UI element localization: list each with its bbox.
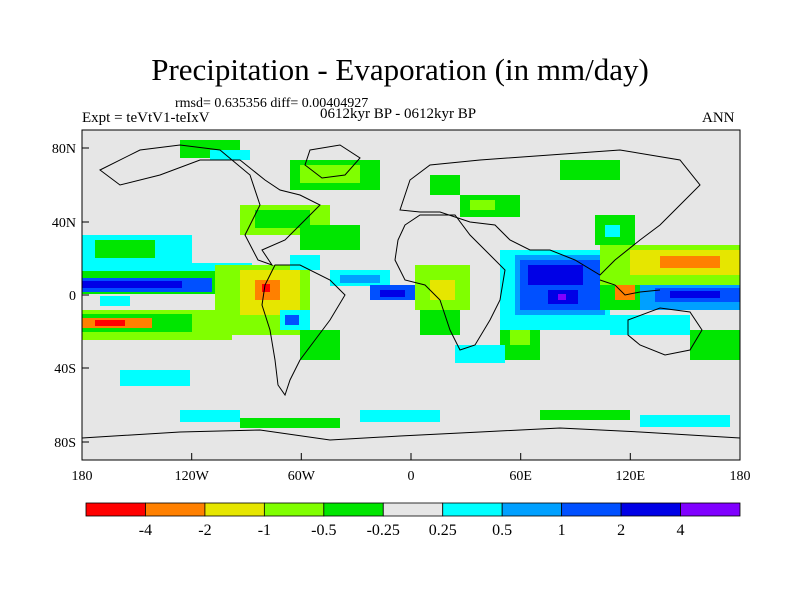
field-patch <box>540 410 630 420</box>
field-patch <box>640 415 730 427</box>
coast-greenland <box>304 144 361 179</box>
field-patch <box>610 315 690 335</box>
coast-maritime-continent <box>599 279 661 296</box>
field-patch <box>510 330 530 345</box>
colorbar-swatch <box>501 502 563 517</box>
period-label: 0612kyr BP - 0612kyr BP <box>320 106 477 122</box>
lon-label: 60W <box>288 469 316 484</box>
lat-label: 40N <box>52 216 76 231</box>
coast-north-america <box>99 144 321 266</box>
colorbar-label: 1 <box>558 522 566 539</box>
colorbar-label: -1 <box>258 522 271 539</box>
coast-australia <box>627 307 703 356</box>
colorbar-swatch <box>561 502 622 517</box>
field-patch <box>300 330 340 360</box>
colorbar-label: -0.25 <box>367 522 400 539</box>
colorbar: -4 -2 -1 -0.5 -0.25 0.25 0.5 1 2 4 <box>85 502 741 539</box>
field-patch <box>100 296 130 306</box>
field-patch <box>558 294 566 300</box>
lat-label: 0 <box>69 289 76 304</box>
field-patch <box>660 256 720 268</box>
colorbar-swatch <box>680 502 741 517</box>
colorbar-swatch <box>204 502 265 517</box>
coast-south-america <box>261 264 346 397</box>
lon-label: 0 <box>408 469 415 484</box>
field-patch <box>340 275 380 283</box>
field-patch <box>360 410 440 422</box>
colorbar-label: 2 <box>617 522 625 539</box>
colorbar-swatch <box>263 502 325 517</box>
coast-africa <box>394 214 506 351</box>
coastlines <box>82 144 740 441</box>
field-patch <box>455 345 505 363</box>
ticks <box>81 147 741 460</box>
coast-eurasia <box>399 149 701 276</box>
lat-label: 80S <box>54 436 76 451</box>
colorbar-label: -0.5 <box>311 522 336 539</box>
colorbar-label: 4 <box>677 522 685 539</box>
field-patch <box>95 320 125 326</box>
experiment-label: Expt = teVtV1-teIxV <box>82 110 210 126</box>
map-field <box>82 130 740 460</box>
lon-label: 180 <box>72 469 93 484</box>
field-patch <box>290 255 320 270</box>
field-patch <box>670 291 720 298</box>
field-patch <box>690 330 740 360</box>
field-patch <box>120 370 190 386</box>
plot-title: Precipitation - Evaporation (in mm/day) <box>151 52 649 87</box>
season-label: ANN <box>702 110 735 126</box>
field-patch <box>300 165 360 183</box>
field-patch <box>430 175 460 195</box>
field-patch <box>210 150 250 160</box>
lat-label: 80N <box>52 142 76 157</box>
lon-label: 120E <box>616 469 646 484</box>
field-patch <box>285 315 299 325</box>
lon-label: 60E <box>509 469 532 484</box>
field-patch <box>240 418 340 428</box>
colorbar-swatch <box>85 502 146 517</box>
field-patch <box>262 284 270 292</box>
colorbar-label: 0.25 <box>429 522 457 539</box>
coast-antarctica <box>82 427 740 441</box>
field-patch <box>420 310 460 335</box>
field-patch <box>560 160 620 180</box>
field-patch <box>470 200 495 210</box>
colorbar-swatch <box>442 502 503 517</box>
colorbar-swatch <box>620 502 681 517</box>
field-patch <box>528 265 583 285</box>
field-patch <box>82 263 252 271</box>
statistics-text: rmsd= 0.635356 diff= 0.00404927 <box>175 96 369 111</box>
lat-label: 40S <box>54 362 76 377</box>
lon-label: 180 <box>730 469 751 484</box>
field-patch <box>180 410 240 422</box>
field-patch <box>615 285 635 300</box>
field-patch <box>300 225 360 250</box>
colorbar-swatch <box>145 502 206 517</box>
field-patch <box>82 281 182 288</box>
field-patch <box>605 225 620 237</box>
field-patch <box>380 290 405 297</box>
colorbar-swatch <box>382 502 444 517</box>
colorbar-label: 0.5 <box>492 522 512 539</box>
lon-label: 120W <box>175 469 210 484</box>
field-patch <box>255 210 310 228</box>
colorbar-swatch <box>323 502 384 517</box>
colorbar-label: -2 <box>198 522 211 539</box>
field-patch <box>95 240 155 258</box>
colorbar-label: -4 <box>139 522 152 539</box>
field-patch <box>430 280 455 300</box>
